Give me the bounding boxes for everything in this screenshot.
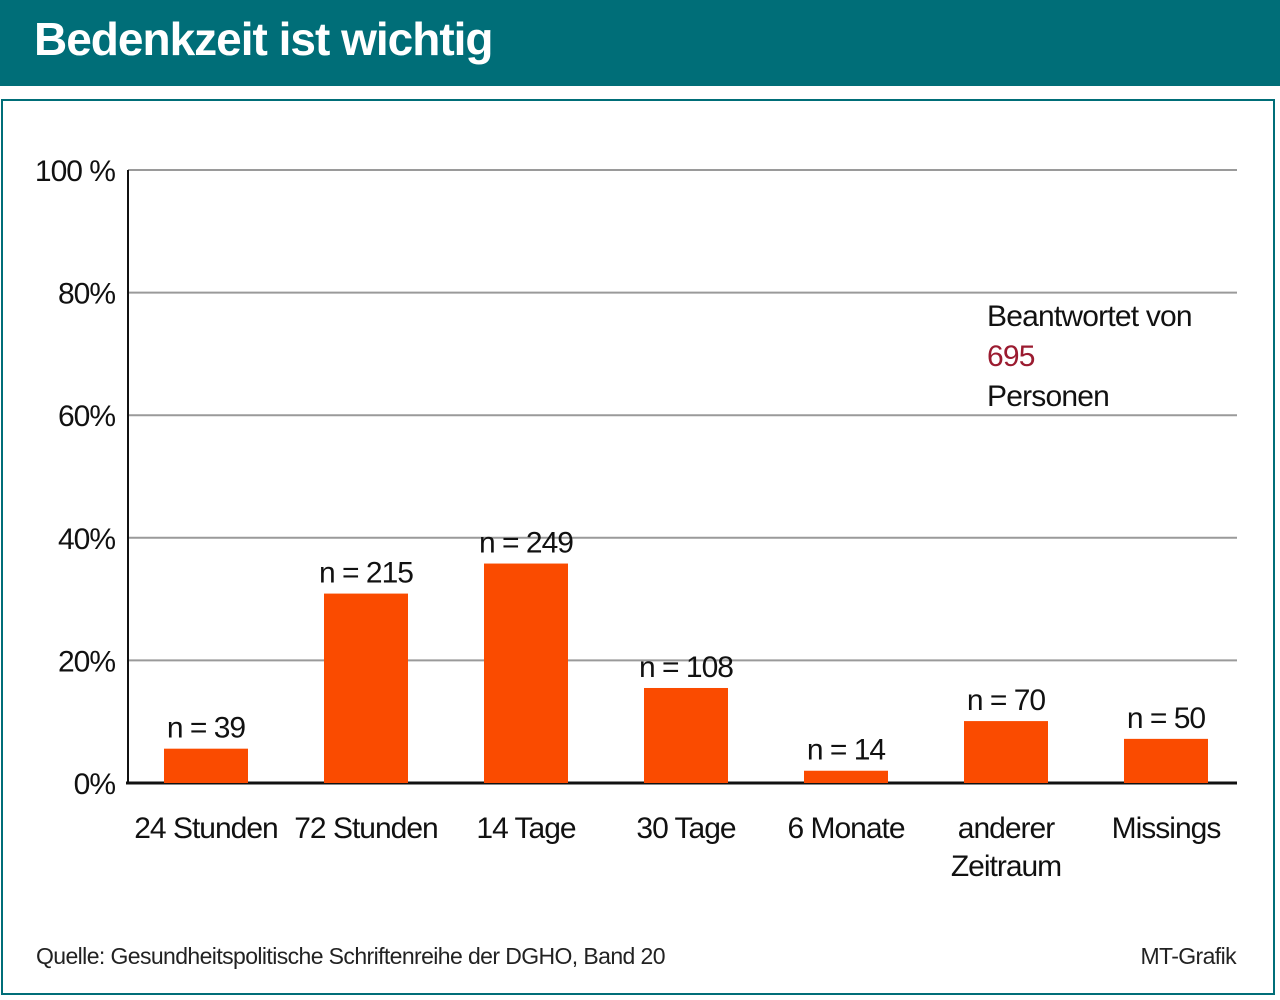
- x-tick-label: 72 Stunden: [294, 812, 437, 845]
- bar-data-label: n = 70: [967, 684, 1046, 717]
- x-tick-label: 30 Tage: [636, 812, 736, 845]
- bar: [1124, 738, 1208, 783]
- bar-data-label: n = 108: [639, 651, 733, 684]
- bar: [644, 687, 728, 783]
- bar: [804, 770, 888, 783]
- x-tick-label: 6 Monate: [787, 812, 904, 845]
- respondents-count: 695: [987, 340, 1035, 373]
- x-tick-label: 24 Stunden: [134, 812, 277, 845]
- source-note: Quelle: Gesundheitspolitische Schriftenr…: [36, 943, 665, 969]
- header-bar: Bedenkzeit ist wichtig: [0, 0, 1280, 86]
- bar: [964, 721, 1048, 783]
- respondents-note: Beantwortet von 695 Personen: [987, 297, 1193, 417]
- bar-data-label: n = 249: [479, 527, 573, 560]
- graphic-credit: MT-Grafik: [1140, 943, 1236, 969]
- x-tick-label: 14 Tage: [476, 812, 576, 845]
- bar-data-label: n = 39: [167, 712, 246, 745]
- y-tick-label: 60%: [58, 400, 115, 433]
- x-tick-label: Zeitraum: [951, 850, 1061, 883]
- y-tick-label: 80%: [58, 278, 115, 311]
- x-tick-label: anderer: [958, 812, 1055, 845]
- respondents-note-line3: Personen: [987, 380, 1110, 413]
- x-tick-label: Missings: [1112, 812, 1221, 845]
- y-tick-label: 100 %: [35, 155, 115, 188]
- respondents-note-line1: Beantwortet von: [987, 300, 1193, 333]
- chart-title: Bedenkzeit ist wichtig: [34, 13, 494, 65]
- bar-data-label: n = 215: [319, 557, 413, 590]
- bar: [164, 748, 248, 783]
- y-tick-label: 40%: [58, 523, 115, 556]
- bar-data-label: n = 14: [807, 734, 886, 767]
- bar: [324, 593, 408, 783]
- bar: [484, 563, 568, 783]
- chart-frame: [1, 99, 1275, 995]
- y-tick-label: 20%: [58, 645, 115, 678]
- bar-data-label: n = 50: [1127, 702, 1206, 735]
- y-tick-label: 0%: [74, 768, 116, 801]
